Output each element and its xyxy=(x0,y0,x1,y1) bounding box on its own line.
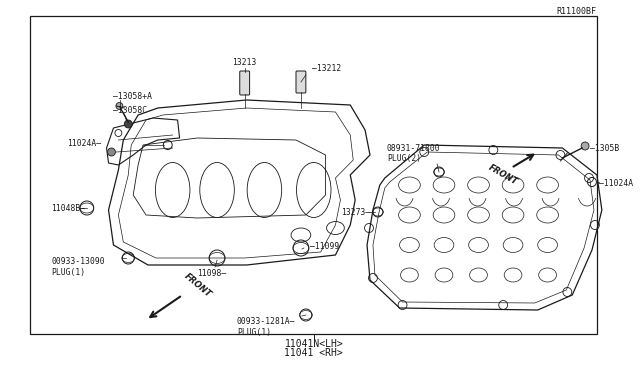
Bar xyxy=(30,16,596,334)
Circle shape xyxy=(108,148,115,156)
Text: 11098–: 11098– xyxy=(197,269,227,279)
Text: —11099: —11099 xyxy=(310,241,339,250)
Text: 08931-71800: 08931-71800 xyxy=(387,144,440,153)
Text: PLUG(2): PLUG(2) xyxy=(387,154,421,163)
Text: 00933-13090: 00933-13090 xyxy=(51,257,105,266)
Text: —13058+A: —13058+A xyxy=(113,92,152,100)
Text: —1305B: —1305B xyxy=(590,144,620,153)
Text: 13213: 13213 xyxy=(232,58,257,67)
Text: 11048B–: 11048B– xyxy=(51,203,85,212)
Text: FRONT: FRONT xyxy=(182,271,212,299)
Text: R11100BF: R11100BF xyxy=(556,7,596,16)
Text: 11041 <RH>: 11041 <RH> xyxy=(284,348,343,357)
Text: 13273–: 13273– xyxy=(341,208,371,217)
Text: —13212: —13212 xyxy=(312,64,341,73)
Circle shape xyxy=(116,103,123,109)
FancyBboxPatch shape xyxy=(240,71,250,95)
Text: PLUG(1): PLUG(1) xyxy=(51,267,85,276)
Text: 11041N<LH>: 11041N<LH> xyxy=(284,339,343,349)
Text: 00933-1281A–: 00933-1281A– xyxy=(237,317,295,327)
Circle shape xyxy=(581,142,589,150)
Circle shape xyxy=(124,120,132,128)
Text: —11024A: —11024A xyxy=(599,179,633,187)
Text: —13058C: —13058C xyxy=(113,106,148,115)
FancyBboxPatch shape xyxy=(296,71,306,93)
Text: FRONT: FRONT xyxy=(487,163,519,187)
Text: 11024A–: 11024A– xyxy=(67,138,101,148)
Text: PLUG(1): PLUG(1) xyxy=(237,327,271,337)
